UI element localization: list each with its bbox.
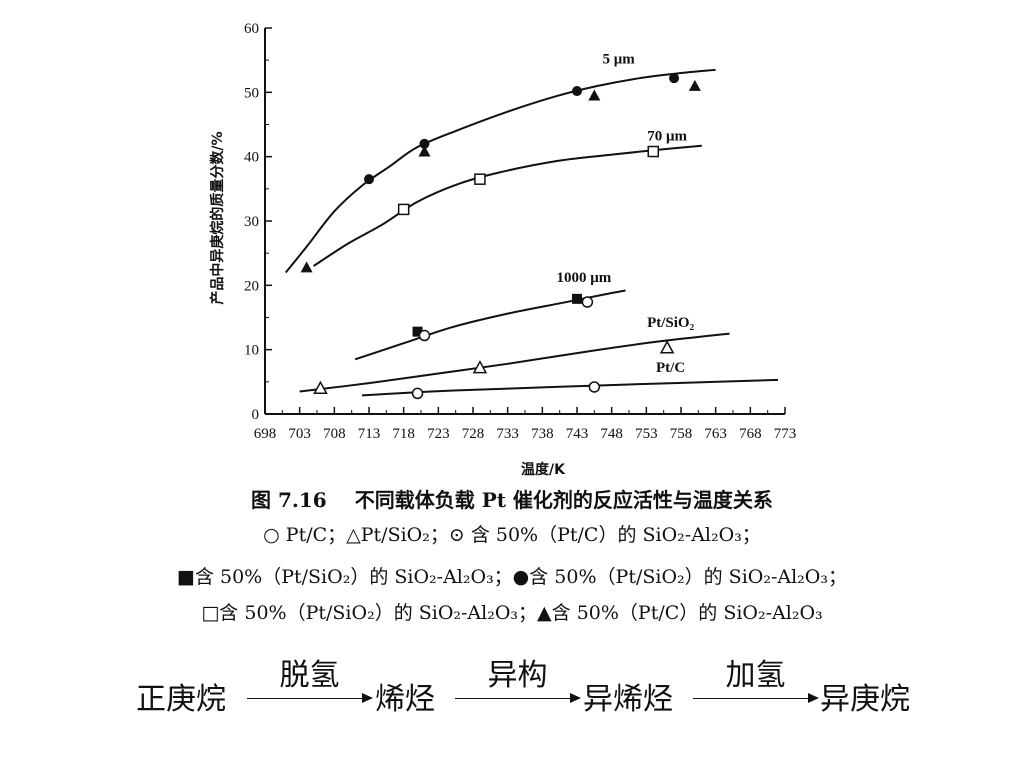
data-point-filled-triangle (688, 79, 701, 91)
series-curve (285, 68, 716, 274)
series-label: 70 μm (647, 129, 687, 145)
chart-axes: 698 703 708 713 718 723 728 733 738 743 748 753 758 7… (244, 21, 796, 442)
x-tick-label: 773 (774, 426, 797, 442)
arrow-line (693, 698, 810, 699)
y-tick-label: 0 (252, 407, 260, 423)
temperature-activity-chart: 698 703 708 713 718 723 728 733 738 743 748 753 758 7… (209, 21, 796, 478)
data-point-open-circle (411, 387, 424, 400)
x-axis-label: 温度/K (521, 461, 566, 478)
data-point-open-square (397, 203, 410, 216)
data-point-open-square (647, 145, 660, 158)
x-tick-label: 733 (496, 426, 519, 442)
data-point-open-triangle (313, 380, 328, 395)
isomerization-arrow: 异构 (455, 650, 581, 710)
data-point-open-circle (418, 329, 431, 342)
series-curve (312, 144, 702, 267)
data-point-open-triangle (659, 340, 675, 354)
chart-series-labels: 5 μm 70 μm 1000 μm Pt/SiO₂ Pt/C (557, 51, 695, 376)
arrow-head-icon (570, 693, 581, 703)
reactant-heptane: 正庚烷 (136, 682, 226, 717)
series-curve (354, 289, 626, 361)
x-tick-label: 723 (427, 426, 450, 442)
step-dehydrogenation-label: 脱氢 (279, 658, 340, 693)
figure-legend-line-2: ■含 50%（Pt/SiO₂）的 SiO₂-Al₂O₃；●含 50%（Pt/Si… (177, 566, 847, 588)
reaction-scheme: 正庚烷 脱氢 烯烃 异构 异烯烃 加氢 异庚烷 (0, 650, 1024, 730)
data-point-filled-square (412, 326, 423, 337)
series-curve (362, 378, 779, 397)
series-curve (299, 332, 730, 393)
y-tick-label: 40 (244, 150, 259, 166)
step-hydrogenation-label: 加氢 (725, 658, 786, 693)
x-tick-label: 758 (670, 426, 693, 442)
x-tick-label: 703 (288, 426, 311, 442)
series-label: Pt/C (656, 360, 685, 376)
figure-title: 不同载体负载 Pt 催化剂的反应活性与温度关系 (354, 488, 773, 512)
data-point-open-triangle (472, 360, 488, 374)
arrow-line (455, 698, 572, 699)
series-label: Pt/SiO₂ (647, 315, 695, 331)
chart-markers (300, 73, 701, 400)
data-point-open-square (474, 173, 486, 185)
figure-legend-line-1: ○ Pt/C；△Pt/SiO₂；⊙ 含 50%（Pt/C）的 SiO₂-Al₂O… (263, 524, 761, 546)
y-tick-label: 50 (244, 85, 259, 101)
x-tick-label: 743 (566, 426, 589, 442)
step-isomerization-label: 异构 (487, 658, 548, 693)
data-point-filled-square (572, 293, 582, 304)
figure-number: 图 7.16 (251, 488, 327, 512)
y-tick-label: 60 (244, 21, 259, 37)
x-tick-label: 738 (531, 426, 554, 442)
x-tick-label: 763 (704, 426, 727, 442)
arrow-head-icon (808, 693, 819, 703)
data-point-filled-triangle (418, 145, 431, 157)
x-tick-label: 753 (635, 426, 658, 442)
x-tick-label: 748 (600, 426, 623, 442)
figure-legend-line-3: □含 50%（Pt/SiO₂）的 SiO₂-Al₂O₃；▲含 50%（Pt/C）… (201, 602, 823, 624)
data-point-filled-circle (572, 86, 582, 97)
data-point-filled-circle (419, 138, 430, 149)
hydrogenation-arrow: 加氢 (693, 650, 819, 710)
figure-caption-title: 图 7.16 不同载体负载 Pt 催化剂的反应活性与温度关系 (0, 484, 1024, 513)
series-label: 5 μm (602, 51, 635, 67)
x-tick-label: 728 (462, 426, 485, 442)
x-tick-label: 768 (739, 426, 762, 442)
arrow-line (247, 698, 364, 699)
dehydrogenation-arrow: 脱氢 (247, 650, 373, 710)
intermediate-olefin: 烯烃 (375, 682, 435, 717)
arrow-head-icon (362, 693, 373, 703)
x-tick-label: 718 (392, 426, 415, 442)
data-point-filled-circle (669, 73, 680, 84)
x-tick-label: 698 (254, 426, 277, 442)
series-label: 1000 μm (557, 270, 612, 286)
data-point-filled-triangle (300, 261, 313, 273)
x-tick-label: 708 (323, 426, 346, 442)
chart-curves (285, 68, 779, 397)
data-point-open-circle (581, 296, 594, 308)
y-tick-label: 10 (244, 343, 259, 359)
product-isoheptane: 异庚烷 (820, 682, 910, 717)
intermediate-iso-olefin: 异烯烃 (583, 682, 673, 717)
y-axis-label: 产品中异庚烷的质量分数/% (209, 131, 226, 304)
data-point-filled-triangle (588, 89, 601, 101)
y-tick-label: 30 (244, 214, 259, 230)
y-tick-label: 20 (244, 278, 259, 294)
data-point-filled-circle (364, 174, 374, 185)
x-tick-label: 713 (358, 426, 381, 442)
data-point-open-circle (588, 381, 601, 393)
